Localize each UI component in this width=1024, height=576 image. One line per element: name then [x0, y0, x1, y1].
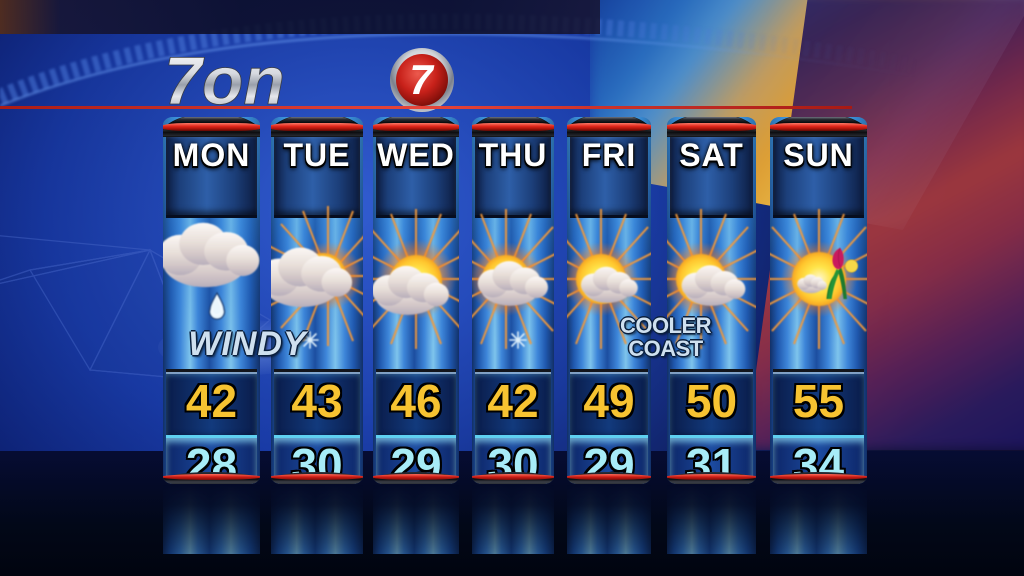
svg-text:7: 7 [409, 56, 434, 103]
